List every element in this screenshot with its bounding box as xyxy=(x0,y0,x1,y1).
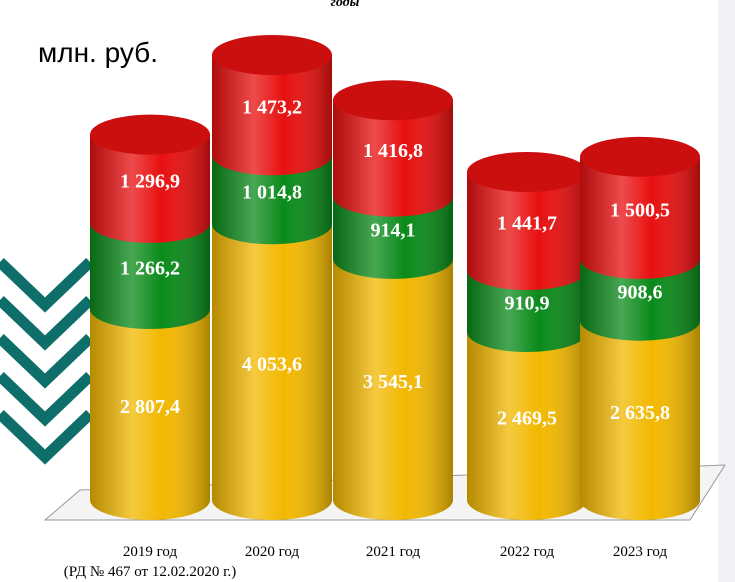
value-label: 3 545,1 xyxy=(363,371,423,393)
segment-shade xyxy=(90,222,210,330)
segment-shade xyxy=(212,55,333,176)
value-label: 1 014,8 xyxy=(242,181,302,203)
chevrons xyxy=(0,258,94,465)
value-label: 4 053,6 xyxy=(242,354,302,376)
unit-label: млн. руб. xyxy=(38,37,158,68)
segment-shade xyxy=(580,320,700,520)
cylinder-top-shade xyxy=(333,80,453,121)
segment-shade xyxy=(212,224,332,520)
cylinder-top xyxy=(580,136,700,177)
segment-shade xyxy=(467,332,587,520)
value-label: 1 416,8 xyxy=(363,140,423,162)
segment-shade xyxy=(580,156,700,279)
segment-shade xyxy=(467,171,587,291)
segment-shade xyxy=(333,100,453,217)
value-label: 1 296,9 xyxy=(120,170,180,192)
cylinder-top-shade xyxy=(580,136,700,177)
value-label: 2 469,5 xyxy=(497,408,557,430)
value-label: 1 500,5 xyxy=(610,199,670,221)
cylinder-top xyxy=(467,151,587,192)
cylinder-top-shade xyxy=(90,114,210,155)
value-label: 910,9 xyxy=(505,293,550,315)
cylinder-top xyxy=(90,114,210,155)
x-tick-label: 2021 год xyxy=(366,544,421,560)
value-label: 908,6 xyxy=(618,281,663,303)
cylinder-top-shade xyxy=(212,35,332,75)
segment-shade xyxy=(467,270,587,353)
segment-shade xyxy=(90,134,210,243)
side-strip xyxy=(718,0,735,582)
x-tick-label: 2023 год xyxy=(613,544,668,560)
x-tick-label: 2020 год xyxy=(245,544,300,560)
segment-shade xyxy=(580,258,700,341)
cylinder-top xyxy=(333,80,453,121)
value-label: 2 635,8 xyxy=(610,402,670,424)
chart-title: годы xyxy=(331,0,360,10)
segment-shade xyxy=(212,155,333,245)
value-label: 1 266,2 xyxy=(120,258,180,280)
value-label: 1 473,2 xyxy=(242,97,302,119)
value-label: 2 807,4 xyxy=(120,396,180,418)
value-label: 914,1 xyxy=(371,219,416,241)
cylinder-top xyxy=(212,35,332,75)
value-label: 1 441,7 xyxy=(497,213,557,235)
x-tick-label: 2022 год xyxy=(500,544,555,560)
segment-shade xyxy=(333,258,453,520)
segment-shade xyxy=(90,309,210,520)
x-tick-label: 2019 год xyxy=(123,544,178,560)
category-note: (РД № 467 от 12.02.2020 г.) xyxy=(64,564,237,580)
segment-shade xyxy=(333,196,453,279)
cylinder-top-shade xyxy=(467,151,587,192)
